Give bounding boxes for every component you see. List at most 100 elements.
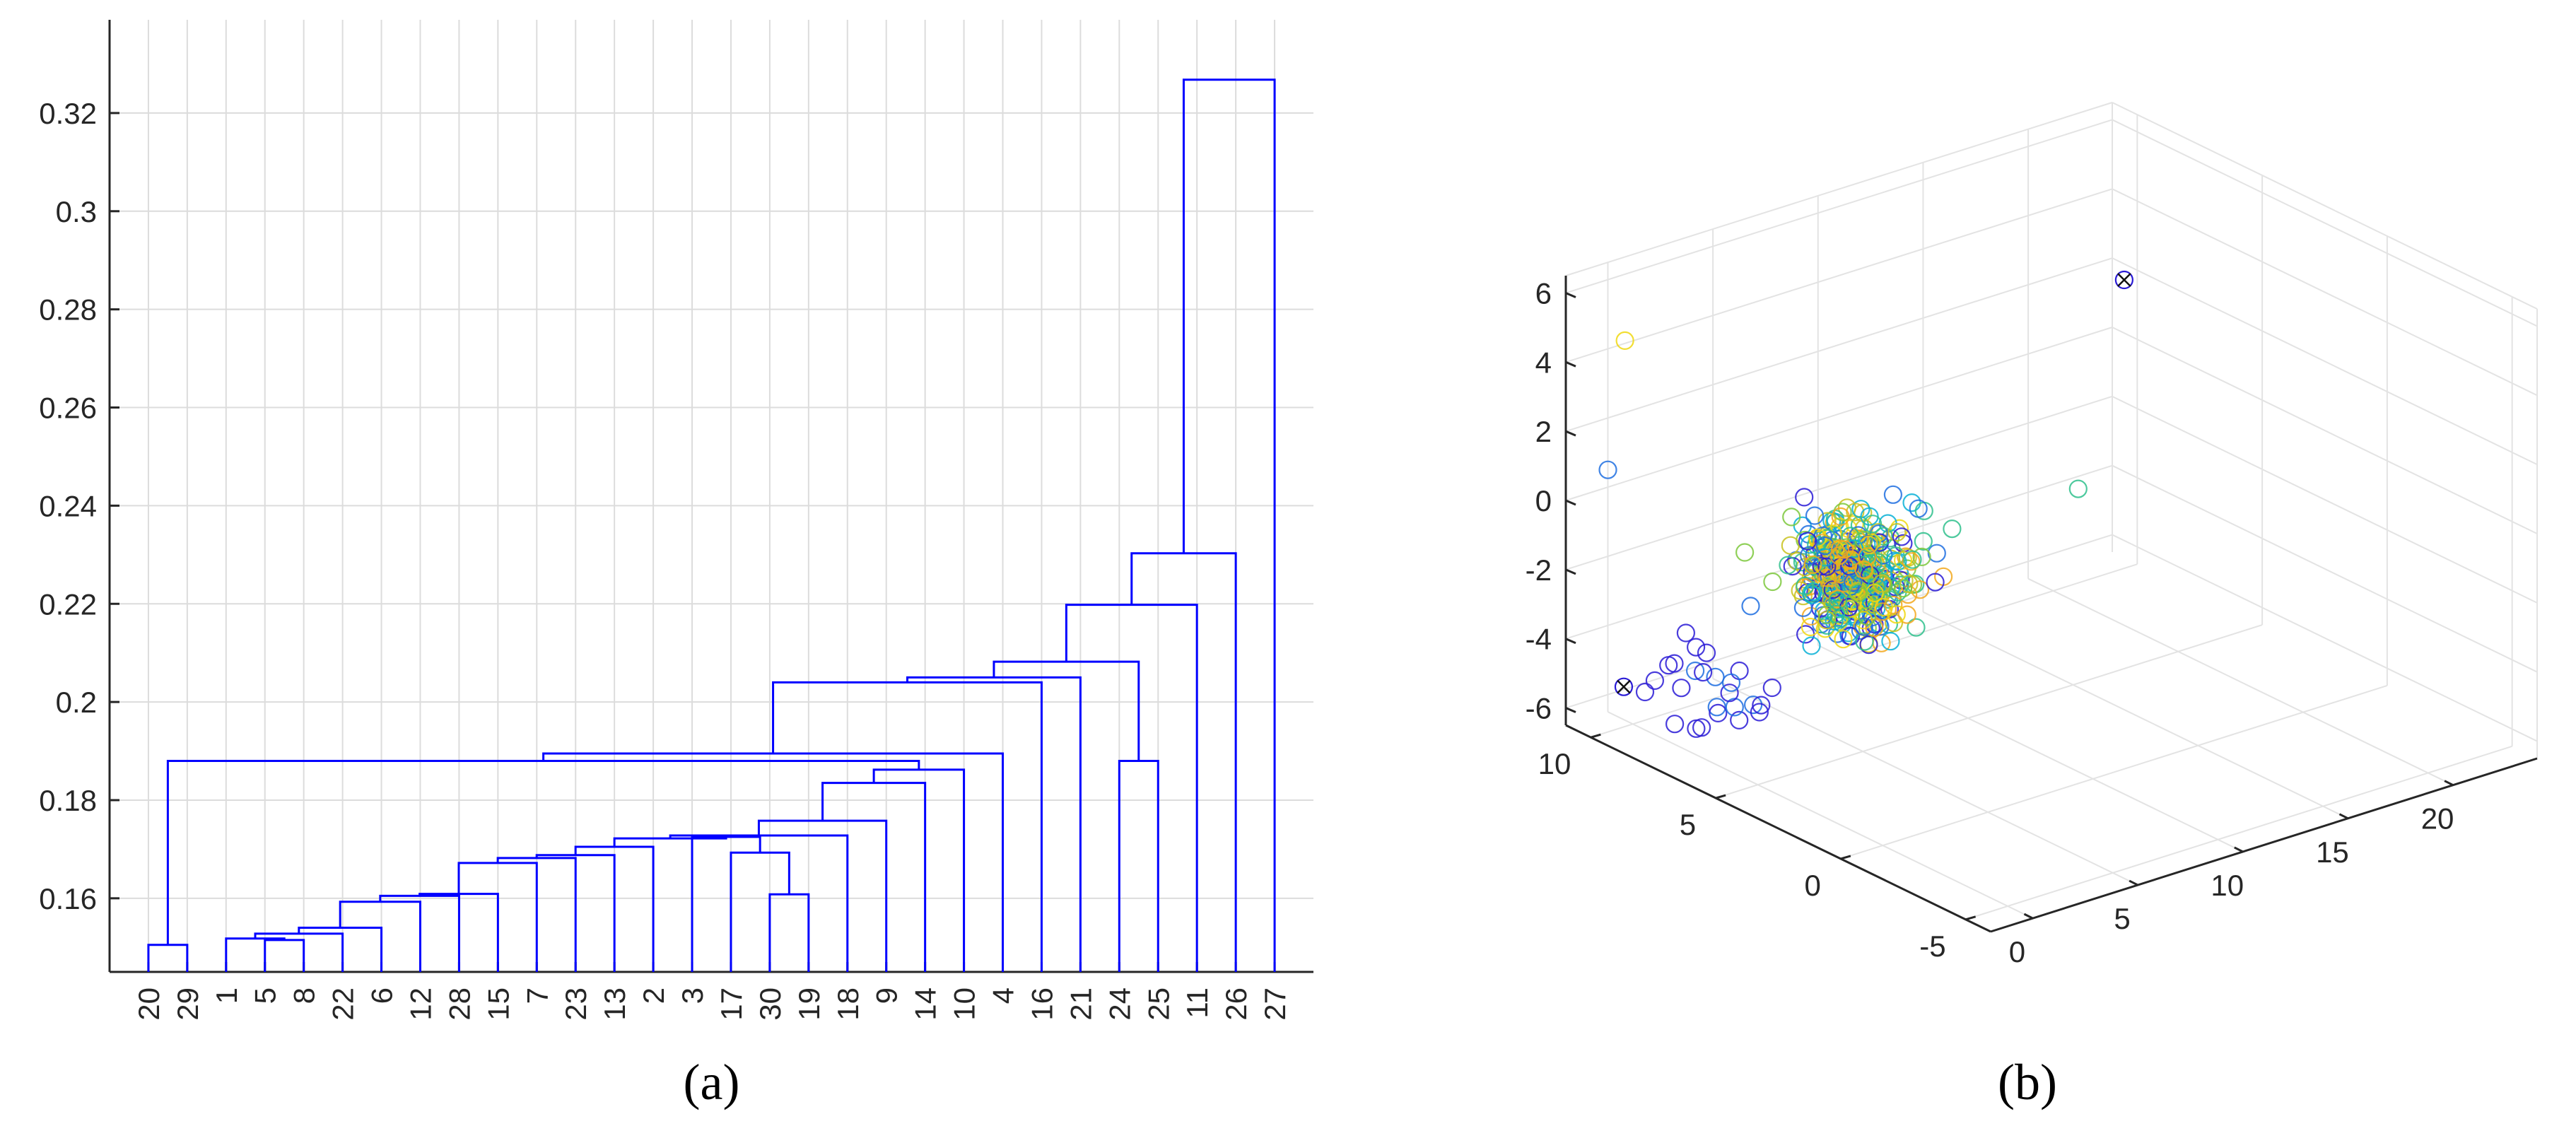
scatter-point [1870,617,1890,636]
dendrogram-link [613,837,727,847]
panel-label-b: (b) [1998,1054,2057,1110]
dendrogram-link [691,835,761,972]
scatter-point [1741,597,1760,616]
scatter-point [1854,617,1873,636]
centroid-circle [1614,677,1634,696]
leaf-label: 11 [1181,987,1214,1019]
grid-line-z [2112,327,2538,534]
scatter-point [1805,506,1825,525]
scatter-point [1598,460,1617,479]
x-tick [2023,913,2034,920]
scatter-point [1835,540,1854,559]
leaf-label: 22 [327,987,360,1021]
leaf-label: 18 [831,987,865,1021]
grid-line-z [2112,464,2538,673]
scatter-point [1795,488,1814,507]
scatter-point [1817,605,1837,624]
grid-line-z [1565,188,2113,363]
scatter-point [1752,696,1771,715]
y-tick [1965,915,1977,921]
scatter-point [1817,557,1837,576]
scatter-point [1750,703,1769,722]
scatter-point [1897,605,1916,624]
scatter-point [1791,581,1810,600]
z-tick-label: 4 [1535,346,1552,379]
y-tick-label: 0.3 [56,195,97,228]
leaf-label: 10 [948,987,981,1021]
dendrogram-link [1065,604,1198,972]
scatter-point [1813,534,1832,553]
scatter-point [1844,573,1863,592]
leaf-label: 9 [870,987,903,1004]
scatter-point [1763,572,1782,592]
leaf-label: 13 [598,987,631,1021]
leaf-label: 21 [1064,987,1097,1021]
scatter-point [1694,662,1713,682]
grid-line-x [1712,678,2138,886]
y-tick-label: -5 [1919,929,1945,963]
scatter-point [1782,508,1801,527]
leaf-label: 16 [1025,987,1058,1021]
leaf-label: 14 [909,987,942,1021]
z-tick [1565,707,1576,713]
scatter-point [1849,583,1868,602]
x-tick-label: 5 [2114,902,2130,935]
x-tick [2234,846,2244,853]
leaf-label: 2 [637,987,670,1004]
scatter-point [1863,515,1883,534]
scatter-point [1907,618,1926,637]
scatter-point [1665,654,1684,673]
z-tick [1565,568,1576,575]
x-tick [2444,780,2454,787]
grid-line-x [1922,611,2348,819]
leaf-label: 26 [1219,987,1253,1021]
leaf-label: 28 [443,987,476,1021]
dendrogram-link [264,939,305,972]
scatter-point [2068,479,2088,498]
y-tick [1840,855,1851,860]
scatter-point [1802,636,1821,655]
leaf-label: 17 [715,987,748,1021]
z-tick-label: 6 [1535,276,1552,310]
y-tick [1590,733,1601,739]
scatter-point [1887,522,1907,542]
leaf-label: 5 [249,987,282,1004]
leaf-label: 29 [171,987,204,1021]
scatter-point [1831,507,1850,527]
centroid-marker [2117,273,2131,287]
dendrogram-link [1130,552,1237,972]
leaf-label: 8 [288,987,321,1004]
scatter-point [1874,527,1893,546]
scatter-point [1854,560,1873,579]
x-axis [1990,757,2538,933]
scatter-point [1883,485,1902,504]
scatter-point [1834,630,1853,649]
box-edge [1565,102,2113,276]
scatter-point [1615,331,1634,350]
leaf-label: 1 [210,987,243,1004]
leaf-label: 6 [365,987,399,1004]
grid-line-z [1565,327,2113,501]
scatter-point [1800,546,1819,565]
scatter-point [1706,667,1725,686]
scatter-point [1858,547,1877,566]
dendrogram-link [339,901,421,972]
z-tick [1565,360,1576,368]
dendrogram-link [1118,759,1159,972]
scatter-point [1857,606,1877,626]
scatter-point [1927,544,1946,563]
leaf-label: 23 [559,987,592,1021]
scatter-point [1744,695,1763,715]
scatter-point [1914,532,1933,551]
scatter-point [1815,536,1834,556]
leaf-label: 12 [404,987,437,1021]
leaf-label: 4 [987,987,1020,1004]
scatter3d-chart: 0 5 10 15 20 -5 0 5 10 -6 -4 -2 0 2 4 6 [1526,102,2538,968]
z-tick [1565,292,1576,298]
scatter-point [1635,682,1655,702]
dendrogram-link [768,893,810,972]
scatter-point [1872,574,1892,593]
dendrogram-link [225,937,286,972]
x-tick [2129,879,2138,886]
